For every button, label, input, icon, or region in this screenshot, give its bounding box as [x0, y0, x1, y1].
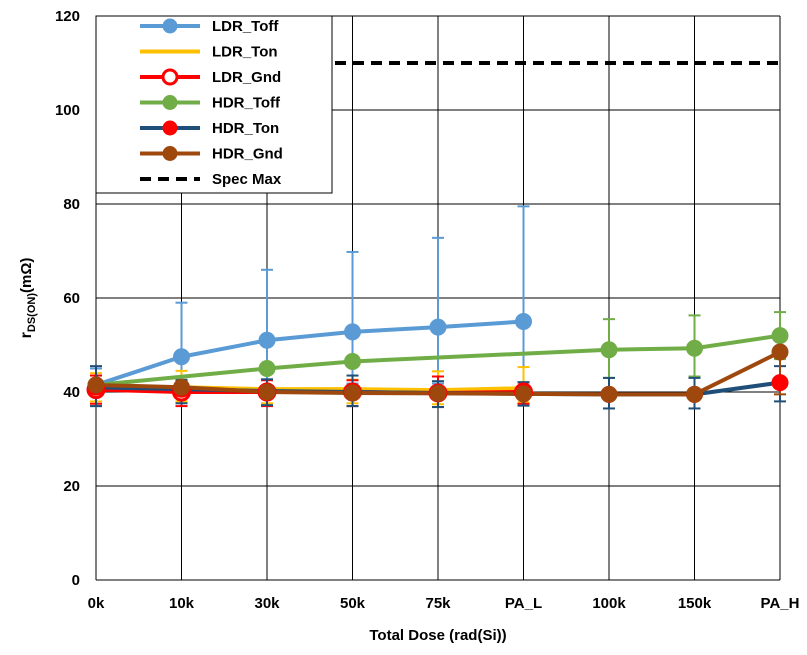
marker-hdr-gnd-3: [344, 384, 361, 402]
y-tick-label-120: 120: [55, 8, 80, 25]
x-tick-label-pa-l: PA_L: [505, 595, 542, 612]
x-axis-label: Total Dose (rad(Si)): [369, 627, 506, 644]
legend-label-ldr-ton: LDR_Ton: [212, 44, 278, 61]
y-tick-label-0: 0: [72, 572, 80, 589]
x-tick-label-150k: 150k: [678, 595, 712, 612]
y-tick-labels: 0 20 40 60 80 100 120: [55, 8, 80, 589]
marker-hdr-gnd-5: [515, 385, 532, 403]
marker-hdr-toff-2: [258, 360, 276, 377]
series-markers: [86, 313, 789, 403]
x-tick-label-0k: 0k: [88, 595, 105, 612]
legend-marker-ldr-gnd: [161, 68, 179, 86]
legend-marker-ldr-toff: [162, 18, 178, 34]
x-tick-label-50k: 50k: [340, 595, 366, 612]
y-axis-label-subscript: DS(ON): [26, 293, 38, 332]
y-tick-label-100: 100: [55, 102, 80, 119]
legend-marker-hdr-gnd: [162, 146, 178, 161]
marker-hdr-toff-6: [600, 341, 618, 359]
y-axis-label: rDS(ON)(mΩ): [18, 258, 38, 339]
legend-label-ldr-gnd: LDR_Gnd: [212, 69, 281, 86]
x-tick-labels: 0k 10k 30k 50k 75k PA_L 100k 150k PA_H: [88, 595, 800, 612]
marker-hdr-gnd-8: [771, 343, 789, 361]
marker-hdr-gnd-4: [429, 384, 447, 402]
series-lines: [95, 61, 781, 397]
marker-hdr-toff-3: [344, 352, 361, 370]
legend-marker-hdr-toff: [162, 95, 178, 110]
legend-label-hdr-toff: HDR_Toff: [212, 95, 281, 112]
marker-ldr-toff-5: [515, 313, 532, 330]
x-tick-label-30k: 30k: [254, 595, 280, 612]
marker-hdr-ton-8: [771, 374, 789, 392]
legend-label-spec-max: Spec Max: [212, 171, 282, 188]
marker-hdr-toff-8: [771, 327, 789, 345]
marker-hdr-gnd-7: [686, 385, 703, 403]
legend-marker-hdr-ton: [162, 120, 178, 136]
marker-ldr-toff-4: [429, 318, 447, 336]
y-tick-label-80: 80: [63, 196, 80, 213]
y-axis-label-main: r: [18, 332, 35, 338]
marker-hdr-gnd-0: [87, 376, 105, 394]
legend-box: [95, 15, 333, 194]
marker-ldr-toff-3: [344, 323, 361, 341]
legend-label-hdr-gnd: HDR_Gnd: [212, 146, 283, 163]
marker-ldr-toff-1: [173, 348, 190, 366]
marker-hdr-gnd-6: [600, 385, 618, 403]
x-tick-label-10k: 10k: [169, 595, 195, 612]
x-tick-label-pa-h: PA_H: [761, 595, 800, 612]
marker-ldr-toff-2: [258, 331, 276, 349]
legend: LDR_Toff LDR_Ton LDR_Gnd HDR_Toff HDR_Ton HDR…: [95, 15, 333, 194]
marker-hdr-toff-7: [686, 339, 703, 357]
y-tick-label-60: 60: [63, 290, 80, 307]
y-axis-label-unit: (mΩ): [18, 258, 35, 293]
legend-label-ldr-toff: LDR_Toff: [212, 18, 279, 35]
y-tick-label-40: 40: [63, 384, 80, 401]
legend-label-hdr-ton: HDR_Ton: [212, 120, 279, 137]
series-line-hdr-toff: [95, 333, 781, 387]
x-tick-label-75k: 75k: [425, 595, 451, 612]
marker-hdr-gnd-1: [173, 378, 190, 396]
series-line-ldr-toff: [95, 319, 524, 387]
y-tick-label-20: 20: [63, 478, 80, 495]
x-tick-label-100k: 100k: [592, 595, 626, 612]
marker-hdr-gnd-2: [258, 383, 276, 401]
